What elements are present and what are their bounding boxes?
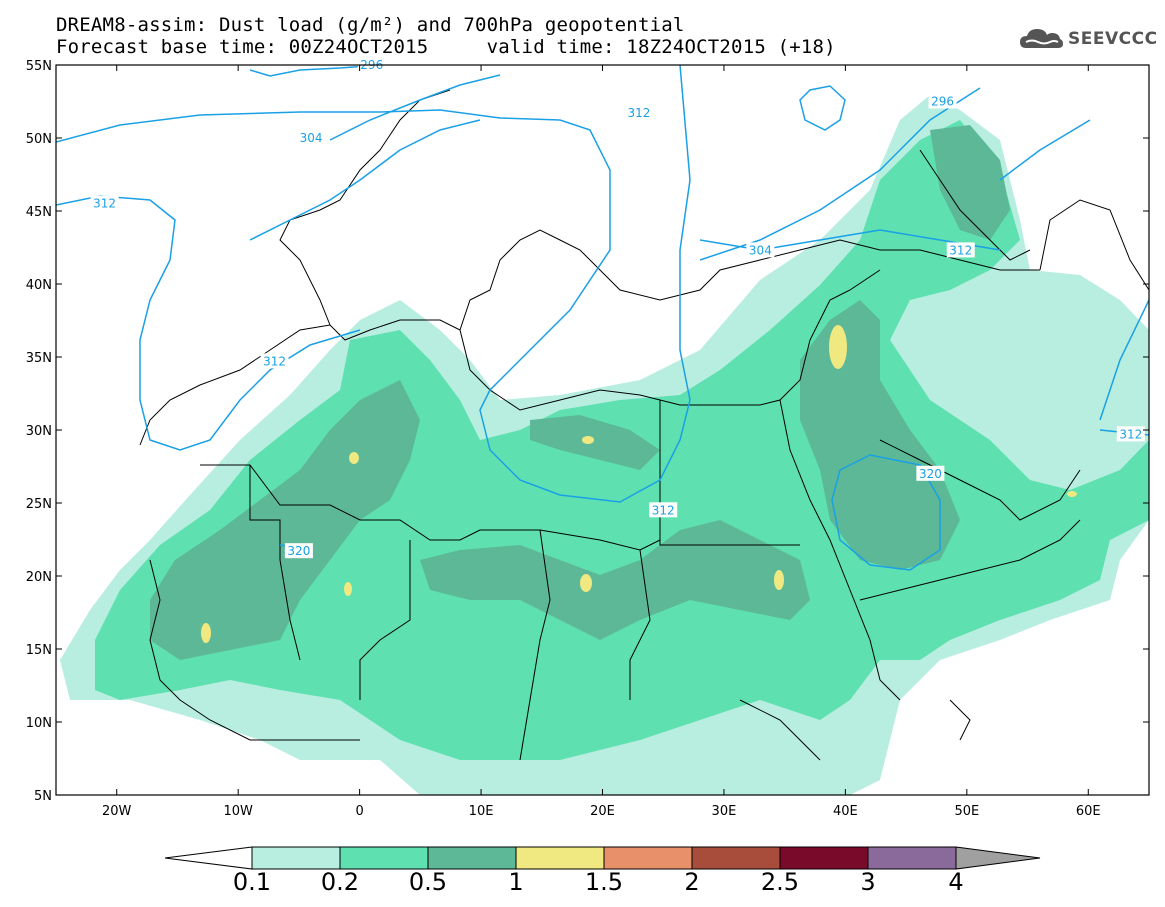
dust-0.5-region [930,125,1010,240]
lon-label: 50E [954,804,979,819]
contour-label: 320 [287,544,310,558]
lat-label: 55N [26,59,52,74]
contour-label: 312 [652,503,675,517]
logo-text: SEEVCCC [1068,29,1158,49]
colorbar-segment [691,846,781,870]
lon-label: 20E [590,804,615,819]
contour-label: 312 [1119,427,1142,441]
contour-label: 320 [919,467,942,481]
colorbar-label: 1 [508,868,523,896]
dust-0.5-region [420,520,810,640]
lat-label: 30N [26,424,52,439]
latitude-axis: 55N 50N 45N 40N 35N 30N 25N 20N 15N 10N 5N [26,59,1149,804]
contour-label-bg [746,242,775,258]
colorbar-segment [515,846,605,870]
dust-0.5-region [530,415,660,470]
longitude-axis: 20W 10W 0 10E 20E 30E 40E 50E 60E [102,65,1101,819]
contour-label-bg [1116,426,1145,442]
contour-label-bg [946,242,975,258]
lat-label: 25N [26,497,52,512]
contour-label-bg [260,353,289,369]
contour-label: 312 [949,243,972,257]
dust-field [60,95,1149,795]
contour-label: 312 [627,106,650,120]
contour-label-bg [649,502,678,518]
colorbar-label: 0.2 [321,868,359,896]
colorbar-label: 0.1 [233,868,271,896]
colorbar-segment [603,846,693,870]
chart-title: DREAM8-assim: Dust load (g/m²) and 700hP… [56,14,685,36]
contour-label-bg [297,130,326,145]
cloud-icon [1020,29,1063,48]
dust-1.0-spots [201,325,1077,643]
dust-0.5-region [150,380,420,660]
lat-label: 20N [26,570,52,585]
lat-label: 45N [26,205,52,220]
lat-label: 35N [26,351,52,366]
lat-label: 10N [26,716,52,731]
colorbar-label: 0.5 [409,868,447,896]
contour-label: 304 [749,243,772,257]
lat-label: 40N [26,278,52,293]
country-borders [139,89,1149,761]
colorbar: 0.1 0.2 0.5 1 1.5 2 2.5 3 4 [164,846,1041,896]
seevccc-logo: SEEVCCC [1018,26,1158,52]
colorbar-label: 4 [948,868,963,896]
contour-label-bg [624,105,653,121]
lon-label: 60E [1076,804,1101,819]
colorbar-segment [779,846,869,870]
colorbar-over-arrow [955,846,1041,870]
contour-label: 296 [931,95,954,109]
contour-label: 312 [263,354,286,368]
lon-label: 10W [223,804,253,819]
colorbar-label: 2 [684,868,699,896]
colorbar-segment [251,846,341,870]
lon-label: 10E [469,804,494,819]
lon-label: 20W [102,804,132,819]
lat-label: 5N [34,789,52,804]
contour-label-bg [284,543,313,559]
colorbar-segment [427,846,517,870]
contour-label: 304 [300,131,323,145]
colorbar-label: 3 [860,868,875,896]
lon-label: 30E [712,804,737,819]
colorbar-label: 2.5 [761,868,799,896]
lat-label: 50N [26,132,52,147]
colorbar-under-arrow [164,846,253,870]
contour-label-bg [90,195,119,211]
contour-label-bg [928,93,957,109]
colorbar-segment [339,846,429,870]
contour-label-bg [916,465,945,481]
lat-label: 15N [26,643,52,658]
forecast-time-line: Forecast base time: 00Z24OCT2015 valid t… [56,36,836,58]
lon-label: 0 [355,804,363,819]
colorbar-label: 1.5 [585,868,623,896]
colorbar-segment [867,846,957,870]
lon-label: 40E [833,804,858,819]
contour-label: 312 [93,197,116,211]
